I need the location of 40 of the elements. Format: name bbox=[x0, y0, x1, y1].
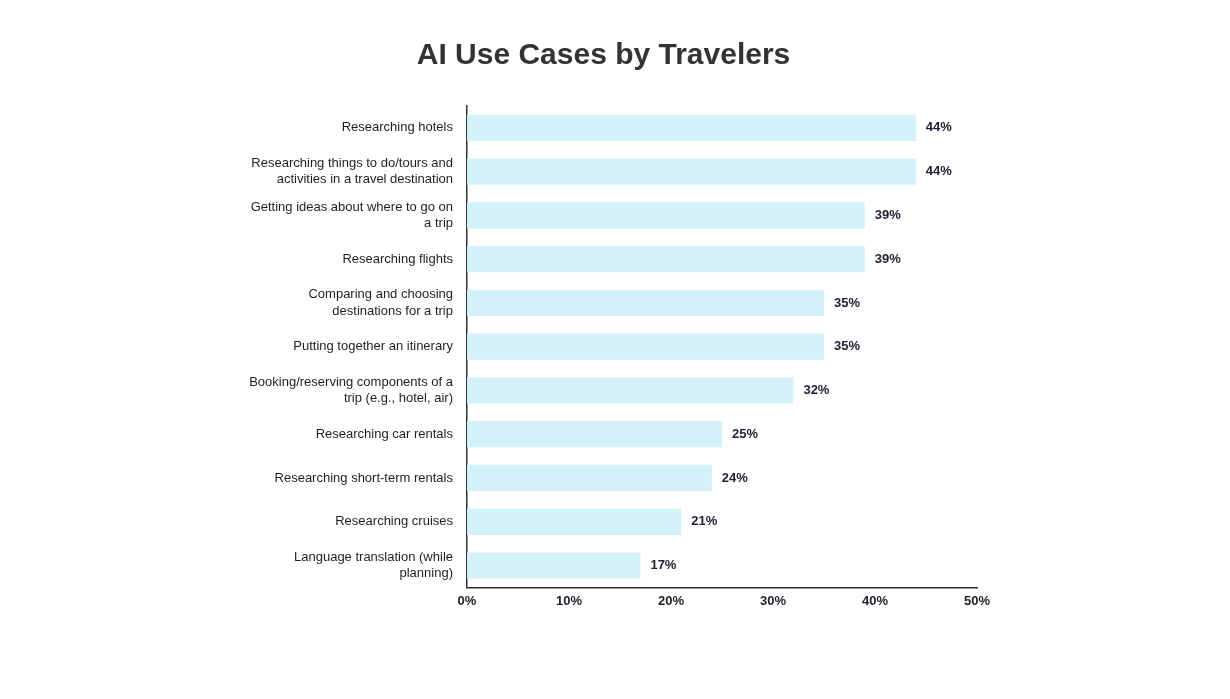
data-label: 39% bbox=[874, 250, 902, 266]
bar bbox=[467, 158, 916, 185]
bar bbox=[467, 246, 865, 273]
data-label: 25% bbox=[732, 425, 759, 441]
bar bbox=[467, 333, 824, 360]
x-tick-label: 10% bbox=[555, 592, 583, 608]
y-tick-label: Getting ideas about where to go on a trip bbox=[250, 198, 453, 231]
bar bbox=[467, 202, 865, 229]
x-tick-label: 0% bbox=[457, 592, 477, 608]
y-tick-label: Researching cruises bbox=[335, 513, 454, 529]
bar bbox=[467, 289, 824, 317]
data-label: 32% bbox=[803, 382, 830, 398]
y-tick-label: Booking/reserving components of a trip (e.g., hotel, air) bbox=[249, 373, 454, 406]
x-tick-label: 50% bbox=[963, 592, 991, 608]
chart-title: AI Use Cases by Travelers bbox=[416, 37, 791, 71]
data-label: 35% bbox=[834, 294, 861, 310]
y-tick-label: Researching short-term rentals bbox=[274, 469, 454, 485]
y-tick-label: Researching things to do/tours and activities in a travel destination bbox=[251, 155, 453, 187]
data-label: 44% bbox=[925, 119, 953, 135]
y-tick-label: Putting together an itinerary bbox=[293, 338, 454, 354]
x-tick-label: 30% bbox=[759, 592, 787, 608]
bar bbox=[467, 464, 712, 492]
data-label: 24% bbox=[721, 469, 749, 485]
bar bbox=[467, 421, 722, 448]
y-tick-label: Language translation (while planning) bbox=[294, 548, 453, 581]
data-label: 44% bbox=[925, 163, 953, 179]
y-tick-label: Researching flights bbox=[342, 250, 454, 266]
data-label: 17% bbox=[650, 557, 677, 573]
bar bbox=[467, 552, 641, 579]
y-tick-label: Comparing and choosing destinations for a trip bbox=[308, 286, 453, 318]
x-tick-label: 40% bbox=[861, 592, 889, 608]
bar bbox=[467, 377, 794, 404]
y-tick-label: Researching hotels bbox=[341, 119, 454, 135]
x-tick-label: 20% bbox=[657, 592, 685, 608]
y-tick-label: Researching car rentals bbox=[315, 425, 454, 441]
bar bbox=[467, 508, 682, 535]
data-label: 35% bbox=[834, 338, 861, 354]
data-label: 39% bbox=[874, 206, 902, 222]
bar bbox=[467, 114, 916, 142]
data-label: 21% bbox=[691, 513, 718, 529]
